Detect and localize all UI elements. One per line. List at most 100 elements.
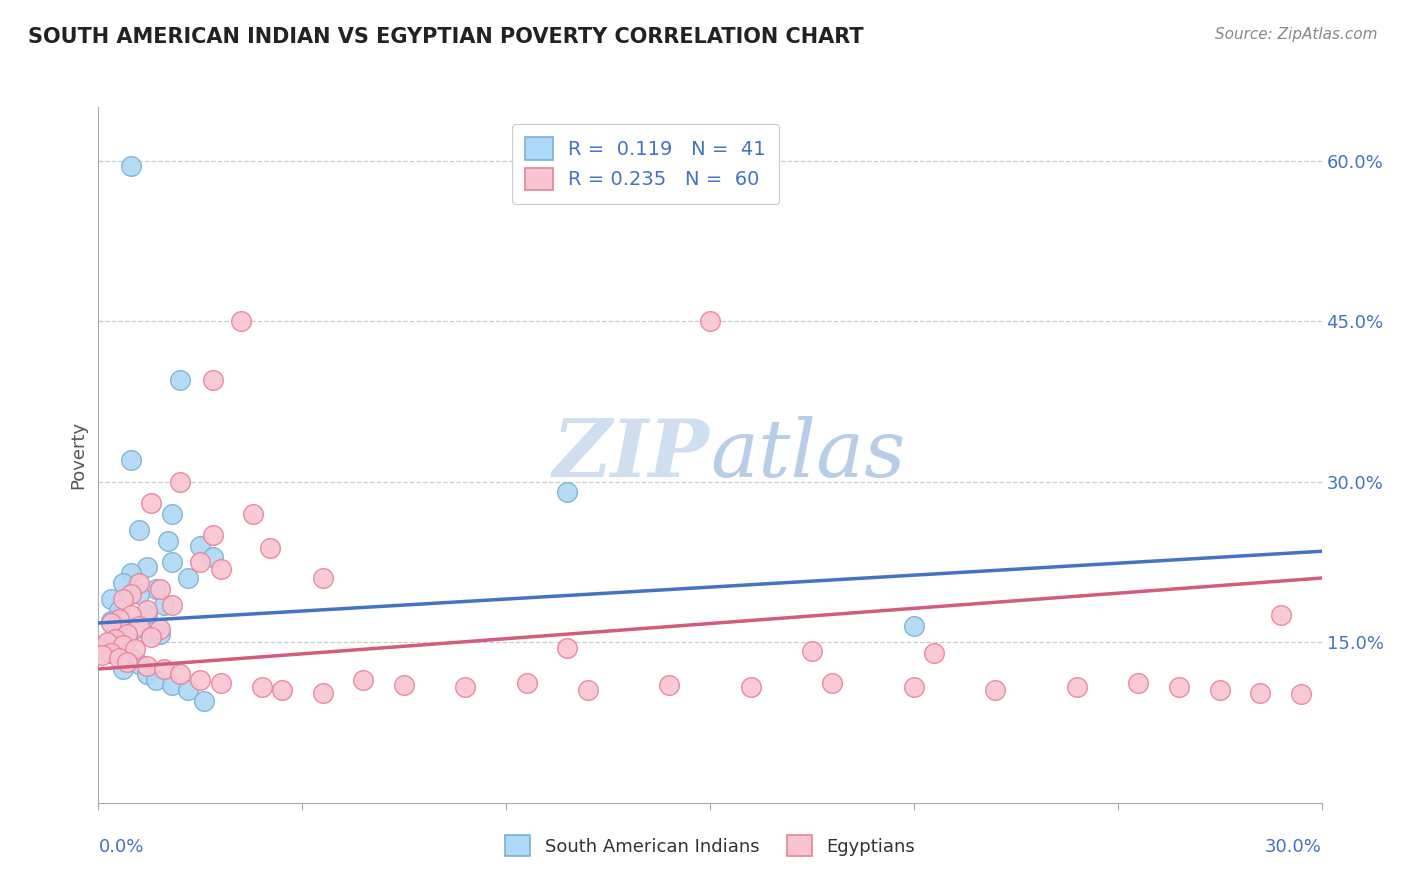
Text: SOUTH AMERICAN INDIAN VS EGYPTIAN POVERTY CORRELATION CHART: SOUTH AMERICAN INDIAN VS EGYPTIAN POVERT…	[28, 27, 863, 46]
Point	[120, 566, 142, 580]
Point	[922, 646, 945, 660]
Point	[984, 683, 1007, 698]
Point	[1066, 680, 1088, 694]
Point	[160, 678, 183, 692]
Point	[136, 603, 159, 617]
Point	[740, 680, 762, 694]
Point	[160, 507, 183, 521]
Point	[516, 676, 538, 690]
Point	[120, 453, 142, 467]
Point	[128, 576, 150, 591]
Point	[231, 314, 253, 328]
Point	[801, 644, 824, 658]
Point	[250, 680, 273, 694]
Point	[160, 555, 183, 569]
Point	[699, 314, 721, 328]
Point	[270, 683, 294, 698]
Point	[160, 598, 183, 612]
Point	[100, 646, 122, 660]
Point	[821, 676, 844, 690]
Point	[136, 658, 159, 673]
Point	[169, 475, 191, 489]
Point	[115, 626, 138, 640]
Point	[128, 523, 150, 537]
Point	[555, 640, 579, 655]
Point	[108, 630, 131, 644]
Point	[188, 673, 212, 687]
Point	[177, 683, 200, 698]
Point	[312, 685, 335, 699]
Point	[136, 560, 159, 574]
Text: Source: ZipAtlas.com: Source: ZipAtlas.com	[1215, 27, 1378, 42]
Point	[392, 678, 416, 692]
Point	[128, 619, 150, 633]
Point	[115, 655, 138, 669]
Point	[209, 676, 232, 690]
Point	[454, 680, 477, 694]
Point	[120, 587, 142, 601]
Point	[124, 641, 146, 656]
Point	[1249, 685, 1271, 699]
Point	[149, 582, 172, 596]
Point	[91, 648, 114, 662]
Point	[111, 639, 134, 653]
Point	[104, 632, 127, 646]
Point	[128, 657, 150, 671]
Point	[145, 582, 167, 596]
Point	[136, 608, 159, 623]
Point	[201, 549, 224, 564]
Point	[1167, 680, 1189, 694]
Point	[555, 485, 579, 500]
Point	[115, 619, 138, 633]
Point	[149, 626, 172, 640]
Legend: South American Indians, Egyptians: South American Indians, Egyptians	[498, 828, 922, 863]
Point	[903, 619, 925, 633]
Point	[100, 615, 122, 630]
Point	[352, 673, 374, 687]
Point	[100, 592, 122, 607]
Point	[152, 662, 174, 676]
Point	[312, 571, 335, 585]
Point	[96, 635, 118, 649]
Point	[1128, 676, 1150, 690]
Point	[141, 496, 163, 510]
Point	[1270, 608, 1292, 623]
Point	[177, 571, 200, 585]
Point	[201, 373, 224, 387]
Point	[141, 624, 163, 639]
Point	[108, 612, 131, 626]
Point	[111, 644, 134, 658]
Point	[1291, 687, 1313, 701]
Y-axis label: Poverty: Poverty	[69, 421, 87, 489]
Point	[111, 576, 134, 591]
Point	[156, 533, 179, 548]
Point	[124, 623, 146, 637]
Point	[120, 608, 142, 623]
Point	[141, 630, 163, 644]
Text: atlas: atlas	[710, 417, 905, 493]
Point	[1209, 683, 1232, 698]
Point	[188, 555, 212, 569]
Point	[169, 373, 191, 387]
Point	[111, 592, 134, 607]
Point	[120, 651, 142, 665]
Point	[903, 680, 925, 694]
Point	[201, 528, 224, 542]
Point	[136, 667, 159, 681]
Point	[100, 646, 122, 660]
Text: 0.0%: 0.0%	[98, 838, 143, 855]
Point	[111, 662, 134, 676]
Point	[576, 683, 599, 698]
Point	[193, 694, 215, 708]
Point	[115, 632, 138, 646]
Point	[152, 598, 174, 612]
Point	[96, 637, 118, 651]
Point	[145, 673, 167, 687]
Point	[149, 623, 172, 637]
Point	[104, 635, 127, 649]
Point	[169, 667, 191, 681]
Point	[242, 507, 264, 521]
Point	[209, 562, 232, 576]
Point	[658, 678, 681, 692]
Text: 30.0%: 30.0%	[1265, 838, 1322, 855]
